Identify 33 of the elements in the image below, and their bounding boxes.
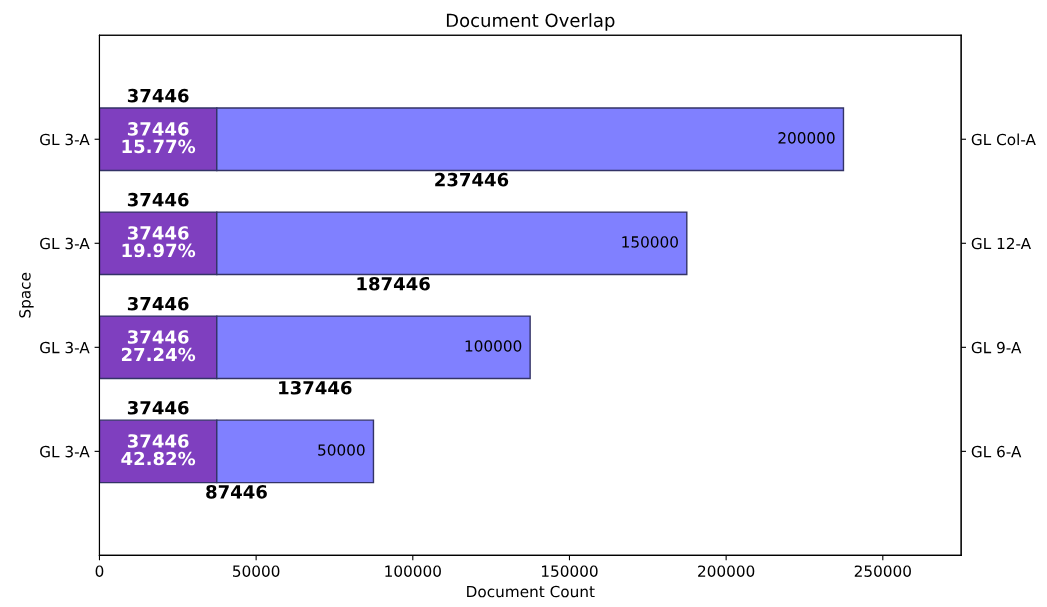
data-label: 100000 [465,340,522,352]
y2-tick-label: GL Col-A [971,133,1036,146]
annotation: 37446 [127,296,189,311]
data-label: 200000 [778,132,835,144]
total-label: 237446 [435,172,509,187]
total-label: 87446 [206,484,267,499]
y2-tick-label: GL 9-A [971,341,1022,354]
x-tick-label: 150000 [541,565,598,577]
y-tick-label: GL 3-A [40,445,90,458]
annotation: 37446 [127,400,189,415]
y-tick-label: GL 3-A [40,237,90,250]
x-tick-label: 200000 [698,565,755,577]
data-label: 37446 19.97% [122,226,196,258]
x-tick-label: 50000 [233,565,280,577]
data-label: 37446 15.77% [122,122,196,154]
y-tick-label: GL 3-A [40,133,90,146]
x-axis-title: Document Count [467,585,595,598]
x-tick-label: 250000 [854,565,911,577]
y2-tick-label: GL 6-A [971,445,1022,458]
x-tick-label: 0 [95,565,104,577]
y2-tick-label: GL 12-A [971,237,1032,250]
data-label: 37446 42.82% [121,434,196,466]
annotation: 37446 [127,192,189,207]
x-tick-label: 100000 [385,565,441,577]
y-axis-title: Space [19,272,34,318]
data-label: 37446 27.24% [121,330,196,362]
data-label: 50000 [318,444,365,456]
chart-title: Document Overlap [446,13,615,31]
annotation: 37446 [127,88,189,103]
total-label: 137446 [279,380,352,395]
data-label: 150000 [622,236,678,248]
total-label: 187446 [357,276,430,291]
y-tick-label: GL 3-A [40,341,90,354]
